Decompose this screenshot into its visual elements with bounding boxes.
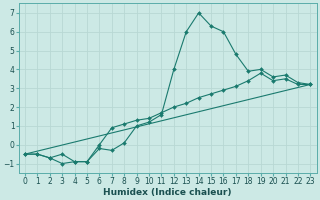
X-axis label: Humidex (Indice chaleur): Humidex (Indice chaleur) xyxy=(103,188,232,197)
